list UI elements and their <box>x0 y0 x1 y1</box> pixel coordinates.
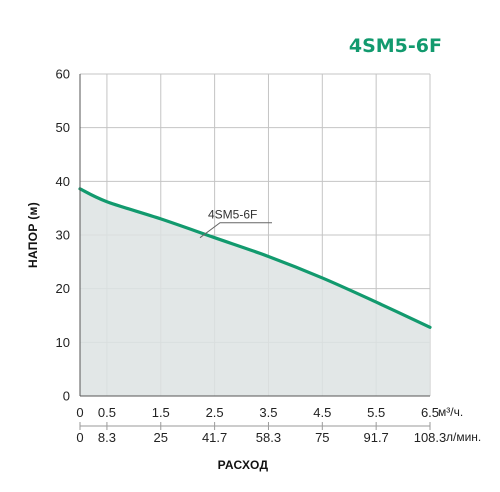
x-tick-label-primary: 1.5 <box>152 405 170 420</box>
x-tick-label-secondary: 0 <box>76 430 83 445</box>
y-tick-label: 0 <box>63 389 70 404</box>
x-tick-label-primary: 0 <box>76 405 83 420</box>
x-tick-label-secondary: 58.3 <box>256 430 281 445</box>
x-tick-label-secondary: 25 <box>154 430 168 445</box>
area-layer <box>78 187 432 396</box>
y-tick-label: 60 <box>56 67 70 82</box>
series-label: 4SM5-6F <box>208 208 257 222</box>
x-tick-label-primary: 6.5 <box>421 405 439 420</box>
x-unit-primary: м³/ч. <box>438 405 463 419</box>
series-line <box>78 187 432 329</box>
y-tick-label: 50 <box>56 120 70 135</box>
x-axis-label: РАСХОД <box>218 458 269 472</box>
axes <box>79 74 431 430</box>
x-tick-label-primary: 5.5 <box>367 405 385 420</box>
x-tick-label-secondary: 41.7 <box>202 430 227 445</box>
x-tick-label-primary: 3.5 <box>259 405 277 420</box>
x-tick-label-primary: 0.5 <box>98 405 116 420</box>
series-area <box>80 188 430 396</box>
x-tick-label-secondary: 108.3 <box>414 430 447 445</box>
x-tick-label-primary: 4.5 <box>313 405 331 420</box>
y-tick-label: 40 <box>56 174 70 189</box>
x-unit-secondary: л/мин. <box>446 430 481 444</box>
y-tick-label: 30 <box>56 228 70 243</box>
x-tick-label-primary: 2.5 <box>206 405 224 420</box>
x-tick-label-secondary: 8.3 <box>98 430 116 445</box>
y-tick-label: 20 <box>56 281 70 296</box>
series-label-leader <box>199 222 272 239</box>
labels-layer: 0102030405060000.58.31.5252.541.73.558.3… <box>56 67 482 446</box>
y-tick-label: 10 <box>56 335 70 350</box>
x-tick-label-secondary: 91.7 <box>363 430 388 445</box>
chart-title: 4SM5-6F <box>349 35 442 57</box>
y-axis-label: НАПОР (м) <box>26 202 40 268</box>
x-tick-label-secondary: 75 <box>315 430 329 445</box>
